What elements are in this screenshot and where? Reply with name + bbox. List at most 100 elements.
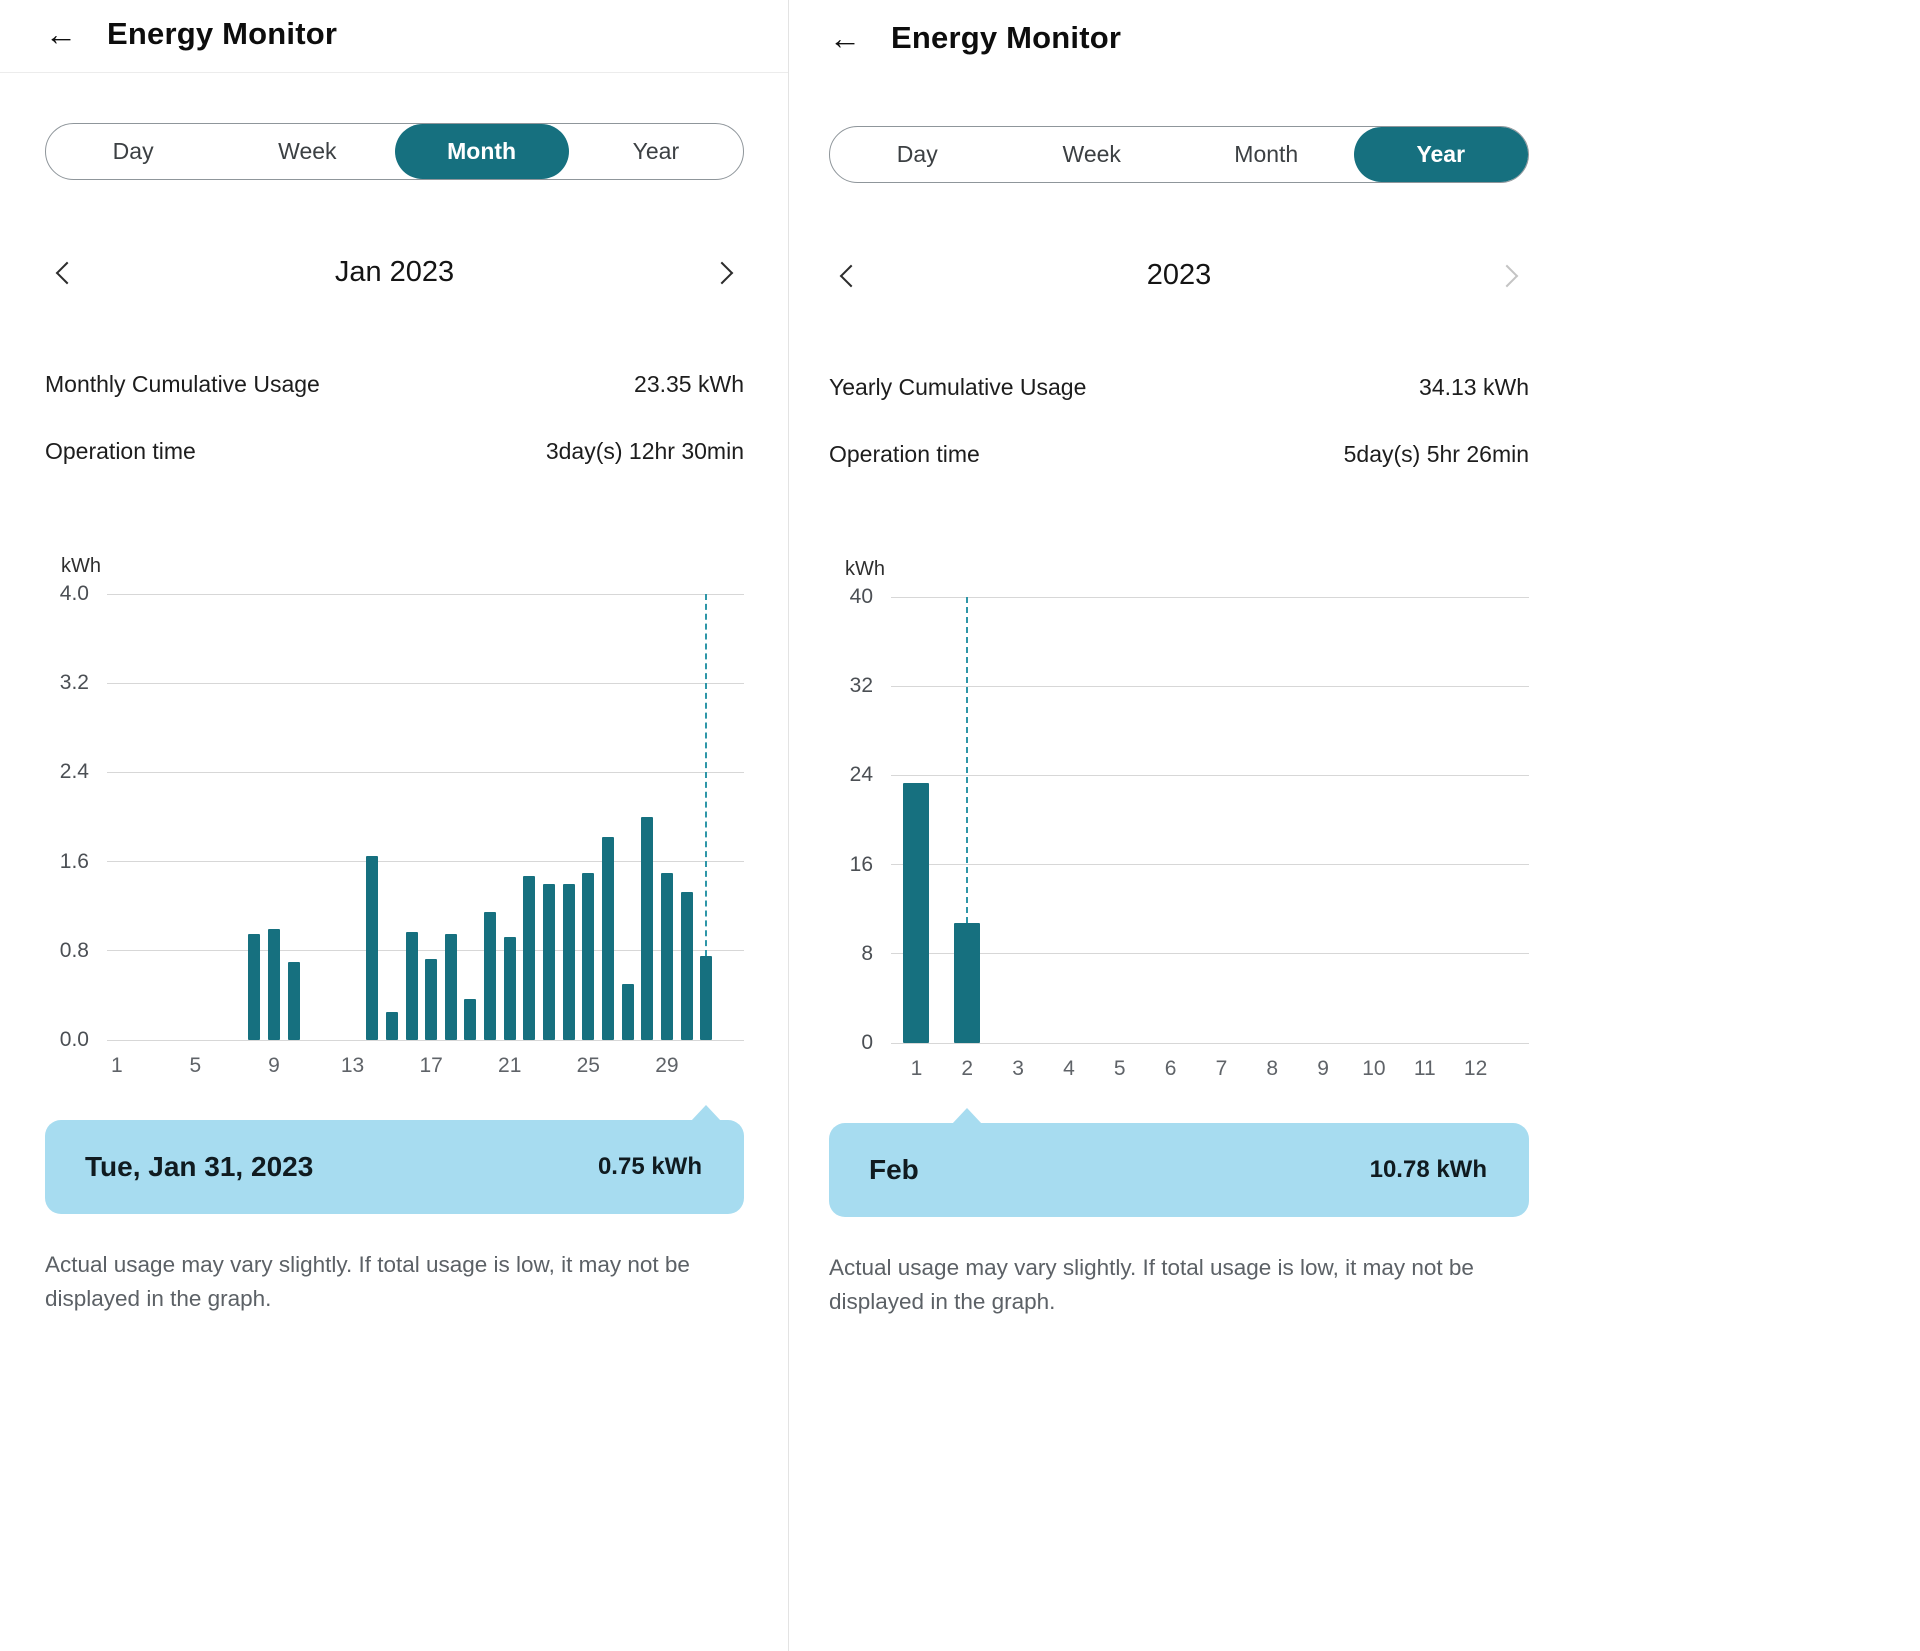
stat-label: Monthly Cumulative Usage (45, 371, 320, 397)
stat-value: 3day(s) 12hr 30min (545, 438, 744, 464)
chart-bar[interactable] (660, 872, 673, 1040)
chart-bar[interactable] (484, 911, 497, 1040)
x-axis-tick-label: 5 (1113, 1057, 1126, 1080)
chart-bar[interactable] (267, 928, 280, 1040)
operation-time-row: Operation time 5day(s) 5hr 26min (829, 441, 1529, 468)
tab-month[interactable]: Month (1179, 127, 1354, 182)
chart-unit-label: kWh (61, 555, 101, 577)
chart-bar[interactable] (444, 934, 457, 1040)
usage-stats: Monthly Cumulative Usage 23.35 kWh Opera… (45, 371, 744, 465)
chart-bar[interactable] (621, 984, 634, 1040)
chart-bar[interactable] (641, 817, 654, 1040)
tooltip-title: Tue, Jan 31, 2023 (85, 1151, 314, 1182)
chart-bar[interactable] (464, 998, 477, 1040)
tab-year[interactable]: Year (569, 124, 743, 179)
y-axis-tick-label: 2.4 (59, 760, 89, 784)
next-period-chevron-icon[interactable] (710, 261, 734, 284)
back-arrow-icon[interactable]: ← (45, 16, 77, 52)
prev-period-chevron-icon[interactable] (55, 261, 79, 284)
y-axis-tick-label: 16 (849, 852, 873, 876)
gridline (891, 596, 1529, 598)
stat-value: 34.13 kWh (1419, 374, 1529, 400)
x-axis-tick-label: 3 (1012, 1057, 1024, 1080)
x-axis-tick-label: 6 (1164, 1057, 1177, 1080)
gridline (891, 774, 1529, 776)
x-axis: 1 5 9 13 17 21 25 29 (107, 1040, 716, 1084)
back-arrow-icon[interactable]: ← (829, 20, 861, 56)
x-axis-tick-label: 5 (189, 1054, 202, 1077)
gridline (891, 685, 1529, 687)
cumulative-usage-row: Monthly Cumulative Usage 23.35 kWh (45, 371, 744, 398)
stat-value: 23.35 kWh (634, 371, 744, 397)
x-axis-tick-label: 25 (576, 1054, 600, 1077)
y-axis-tick-label: 0 (861, 1031, 873, 1054)
chart-bar[interactable] (385, 1012, 398, 1040)
chart-bar[interactable] (425, 958, 438, 1040)
x-axis-tick-label: 13 (340, 1054, 365, 1077)
tab-day[interactable]: Day (46, 124, 220, 179)
tooltip-pointer (691, 1105, 722, 1121)
chart-bar[interactable] (601, 837, 614, 1040)
chart-bar[interactable] (903, 782, 930, 1043)
chart-bar[interactable] (954, 922, 981, 1043)
chart-bar[interactable] (700, 956, 713, 1040)
gridline (891, 1042, 1529, 1044)
gridline (107, 950, 744, 952)
chart-bar[interactable] (562, 883, 575, 1040)
stat-value: 5day(s) 5hr 26min (1343, 441, 1529, 467)
selection-indicator-line (966, 597, 969, 923)
chart-bar[interactable] (405, 931, 418, 1040)
x-axis-tick-label: 12 (1463, 1057, 1488, 1080)
period-tabs: Day Week Month Year (45, 123, 744, 180)
chart-bar[interactable] (287, 961, 300, 1040)
tab-day[interactable]: Day (830, 127, 1005, 182)
x-axis-tick-label: 9 (1317, 1057, 1329, 1080)
x-axis-tick-label: 29 (655, 1054, 679, 1077)
tab-week[interactable]: Week (220, 124, 394, 179)
bars-layer (107, 594, 716, 1040)
tooltip-pointer (952, 1108, 983, 1124)
period-tabs: Day Week Month Year (829, 126, 1529, 183)
gridline (107, 682, 744, 684)
x-axis-tick-label: 8 (1266, 1057, 1279, 1080)
panel-content: Day Week Month Year 2023 Yearly Cumulati… (789, 126, 1529, 1319)
chart-bar[interactable] (582, 872, 595, 1040)
y-axis-tick-label: 0.8 (59, 938, 89, 962)
tab-week[interactable]: Week (1005, 127, 1180, 182)
tab-month[interactable]: Month (394, 124, 569, 179)
chart-bar[interactable] (503, 937, 516, 1040)
period-label: Jan 2023 (334, 256, 455, 288)
stat-label: Operation time (45, 438, 196, 464)
x-axis-tick-label: 11 (1413, 1057, 1436, 1080)
x-axis-tick-label: 17 (419, 1054, 443, 1077)
x-axis-tick-label: 4 (1063, 1057, 1075, 1080)
chart-area: 0.0 0.8 1.6 2.4 3.2 4.0 1 5 9 13 17 21 25 29 (45, 582, 744, 1084)
x-axis-tick-label: 10 (1362, 1057, 1386, 1080)
selected-bar-tooltip: Tue, Jan 31, 2023 0.75 kWh (45, 1105, 744, 1214)
stat-label: Yearly Cumulative Usage (829, 374, 1087, 400)
tab-year[interactable]: Year (1353, 127, 1528, 182)
next-period-chevron-icon[interactable] (1495, 264, 1519, 287)
gridline (107, 1039, 744, 1041)
chart-bar[interactable] (680, 891, 693, 1040)
period-navigation: Jan 2023 (45, 256, 744, 289)
chart-bar[interactable] (366, 856, 379, 1040)
disclaimer-text: Actual usage may vary slightly. If total… (45, 1252, 690, 1311)
chart-bar[interactable] (248, 934, 261, 1040)
period-label: 2023 (1146, 259, 1212, 291)
x-axis-tick-label: 2 (961, 1057, 974, 1080)
plot-area (891, 596, 1529, 1044)
y-axis-tick-label: 40 (849, 585, 873, 608)
y-axis-tick-label: 24 (849, 763, 873, 787)
gridline (107, 771, 744, 773)
bars-layer (891, 597, 1501, 1043)
prev-period-chevron-icon[interactable] (839, 264, 863, 287)
disclaimer-text: Actual usage may vary slightly. If total… (829, 1255, 1474, 1314)
chart-bar[interactable] (543, 883, 556, 1040)
x-axis: 1 2 3 4 5 6 7 8 9 10 11 12 (891, 1043, 1501, 1087)
y-axis-tick-label: 32 (849, 674, 873, 698)
chart-bar[interactable] (523, 876, 536, 1040)
x-axis-tick-label: 7 (1215, 1057, 1228, 1080)
stat-label: Operation time (829, 441, 980, 467)
